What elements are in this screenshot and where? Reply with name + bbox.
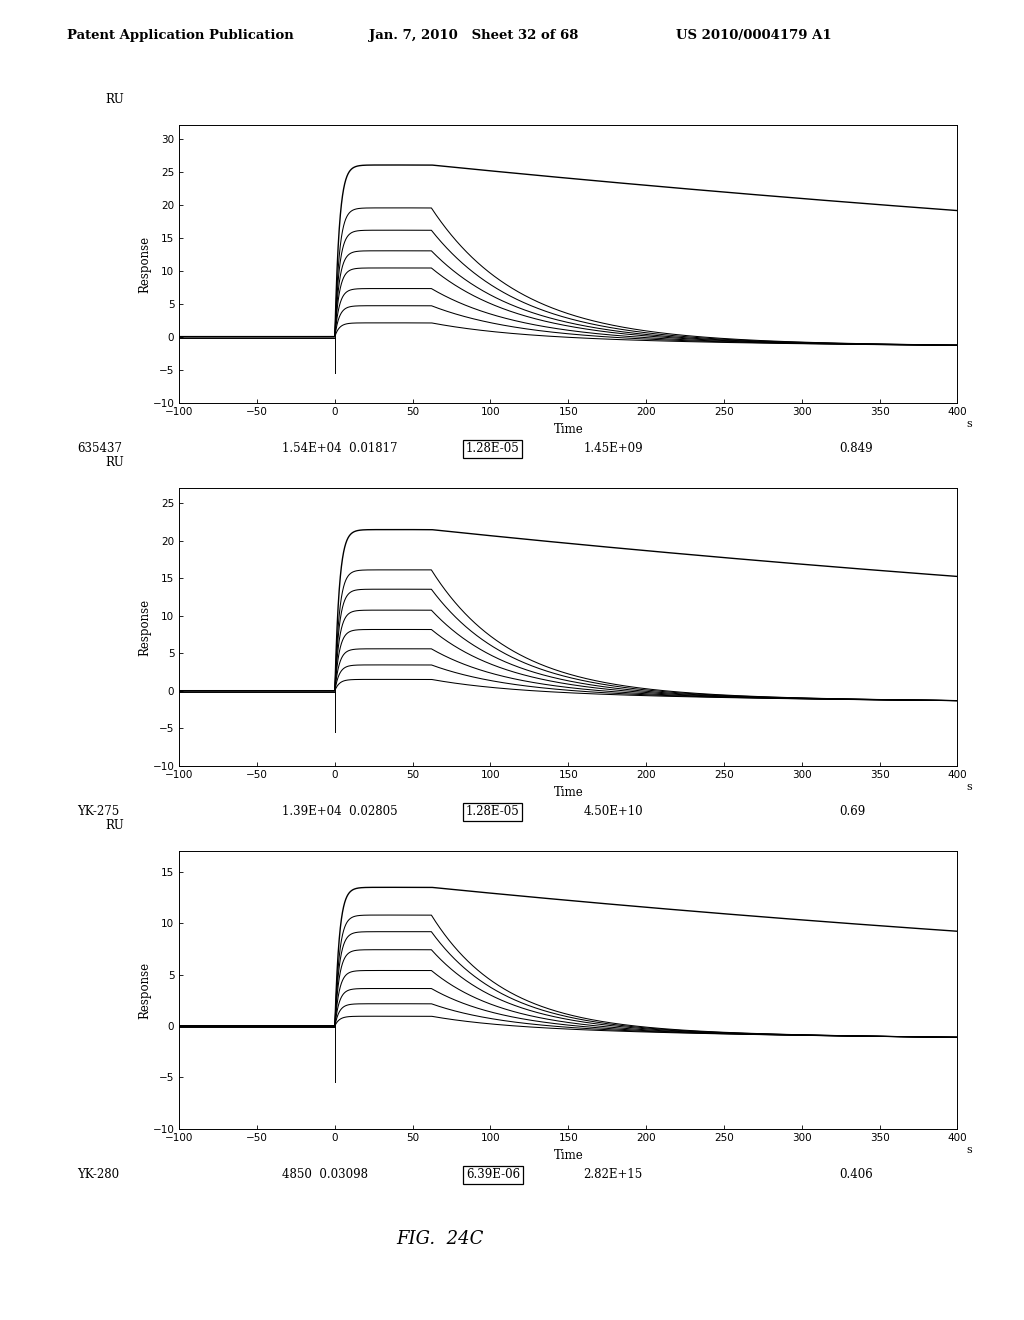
Text: 0.406: 0.406	[840, 1168, 873, 1181]
Text: 0.849: 0.849	[840, 442, 873, 455]
Y-axis label: Response: Response	[138, 961, 152, 1019]
Text: Patent Application Publication: Patent Application Publication	[67, 29, 293, 42]
Text: 1.54E+04  0.01817: 1.54E+04 0.01817	[282, 442, 397, 455]
Y-axis label: Response: Response	[138, 598, 152, 656]
Text: s: s	[967, 783, 973, 792]
Text: YK-280: YK-280	[77, 1168, 119, 1181]
Text: FIG.  24C: FIG. 24C	[396, 1230, 484, 1249]
Text: 4850  0.03098: 4850 0.03098	[282, 1168, 368, 1181]
Text: s: s	[967, 1146, 973, 1155]
Text: RU: RU	[105, 92, 124, 106]
X-axis label: Time: Time	[553, 785, 584, 799]
Y-axis label: Response: Response	[138, 235, 152, 293]
Text: 635437: 635437	[77, 442, 122, 455]
Text: 1.39E+04  0.02805: 1.39E+04 0.02805	[282, 805, 397, 818]
Text: 4.50E+10: 4.50E+10	[584, 805, 643, 818]
Text: RU: RU	[105, 818, 124, 832]
Text: 1.45E+09: 1.45E+09	[584, 442, 643, 455]
Text: 6.39E-06: 6.39E-06	[466, 1168, 520, 1181]
Text: US 2010/0004179 A1: US 2010/0004179 A1	[676, 29, 831, 42]
Text: s: s	[967, 420, 973, 429]
Text: YK-275: YK-275	[77, 805, 119, 818]
Text: 0.69: 0.69	[840, 805, 866, 818]
Text: RU: RU	[105, 455, 124, 469]
Text: 1.28E-05: 1.28E-05	[466, 442, 519, 455]
Text: 2.82E+15: 2.82E+15	[584, 1168, 643, 1181]
Text: 1.28E-05: 1.28E-05	[466, 805, 519, 818]
Text: Jan. 7, 2010   Sheet 32 of 68: Jan. 7, 2010 Sheet 32 of 68	[369, 29, 578, 42]
X-axis label: Time: Time	[553, 1148, 584, 1162]
X-axis label: Time: Time	[553, 422, 584, 436]
